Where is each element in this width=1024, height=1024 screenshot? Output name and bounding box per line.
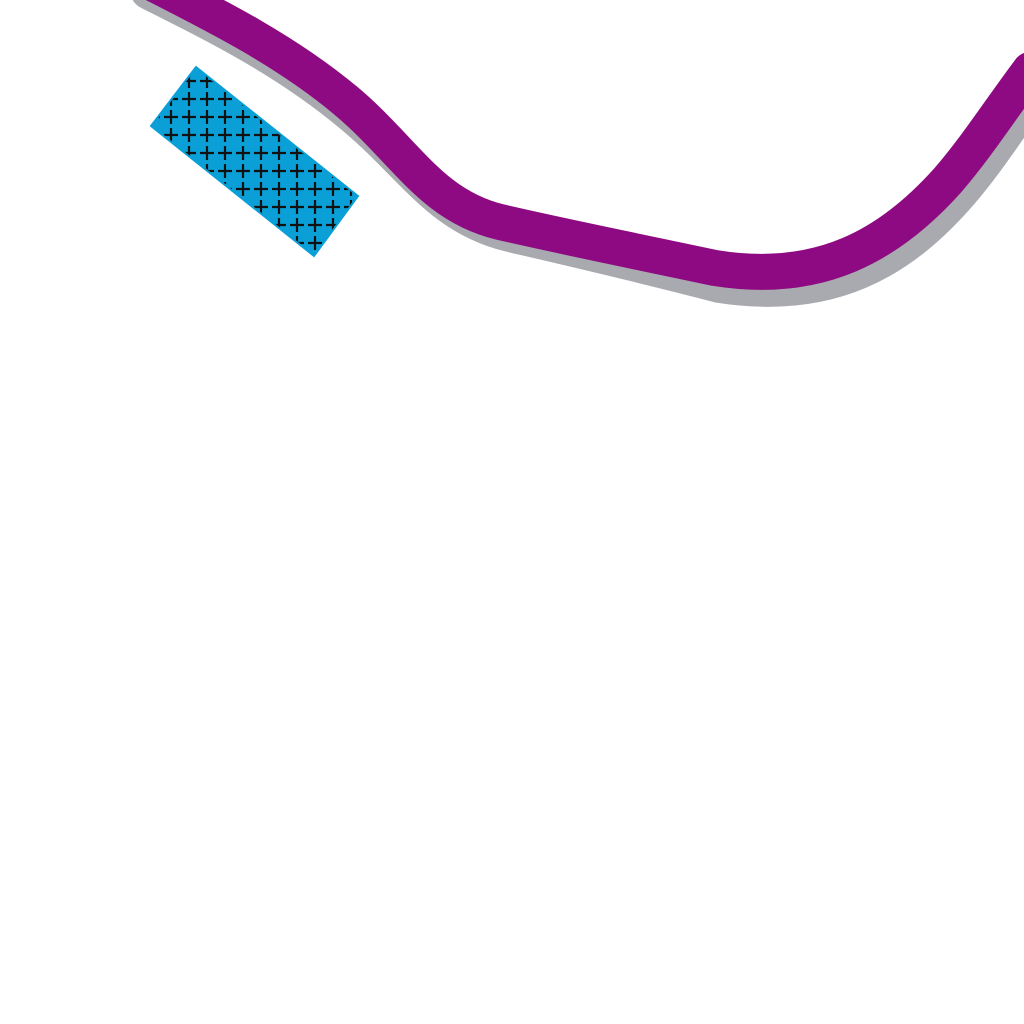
area-feature <box>149 65 360 258</box>
route-line <box>145 0 1024 290</box>
